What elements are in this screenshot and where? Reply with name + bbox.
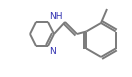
Text: N: N bbox=[49, 47, 56, 56]
Text: NH: NH bbox=[49, 12, 62, 21]
